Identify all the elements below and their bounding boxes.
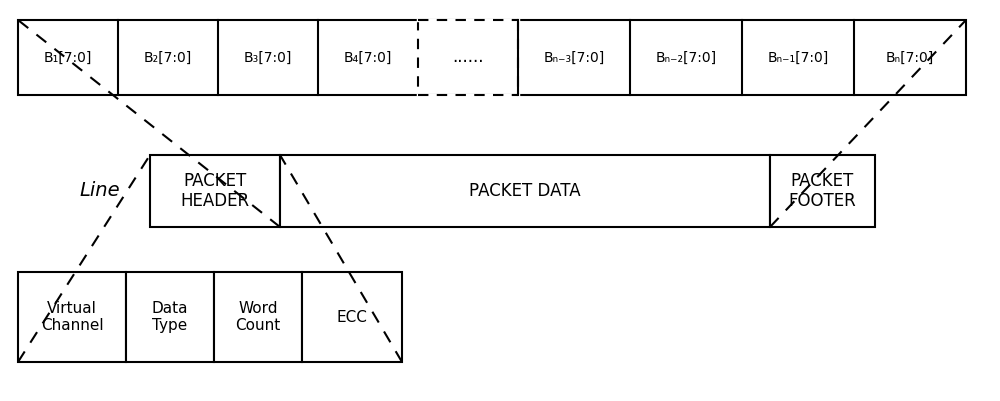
Text: Virtual
Channel: Virtual Channel: [41, 301, 103, 333]
Text: Line: Line: [80, 182, 120, 200]
Bar: [18, 272, 126, 362]
Text: Bₙ₋₁[7:0]: Bₙ₋₁[7:0]: [767, 51, 829, 65]
Text: B₄[7:0]: B₄[7:0]: [344, 51, 392, 65]
Bar: [302, 272, 402, 362]
Text: PACKET DATA: PACKET DATA: [469, 182, 581, 200]
Bar: [214, 272, 302, 362]
Text: ECC: ECC: [337, 310, 367, 324]
Bar: [126, 272, 214, 362]
Text: B₁[7:0]: B₁[7:0]: [44, 51, 92, 65]
Text: B₂[7:0]: B₂[7:0]: [144, 51, 192, 65]
Text: ......: ......: [452, 49, 484, 67]
Text: Bₙ₋₂[7:0]: Bₙ₋₂[7:0]: [655, 51, 717, 65]
Bar: [18, 20, 966, 95]
Text: Bₙ[7:0]: Bₙ[7:0]: [886, 51, 934, 65]
Bar: [150, 155, 280, 227]
Bar: [280, 155, 770, 227]
Text: PACKET
HEADER: PACKET HEADER: [180, 172, 250, 211]
Text: Data
Type: Data Type: [152, 301, 188, 333]
Bar: [770, 155, 875, 227]
Text: Bₙ₋₃[7:0]: Bₙ₋₃[7:0]: [543, 51, 605, 65]
Text: PACKET
FOOTER: PACKET FOOTER: [789, 172, 856, 211]
Text: Word
Count: Word Count: [235, 301, 281, 333]
Text: B₃[7:0]: B₃[7:0]: [244, 51, 292, 65]
